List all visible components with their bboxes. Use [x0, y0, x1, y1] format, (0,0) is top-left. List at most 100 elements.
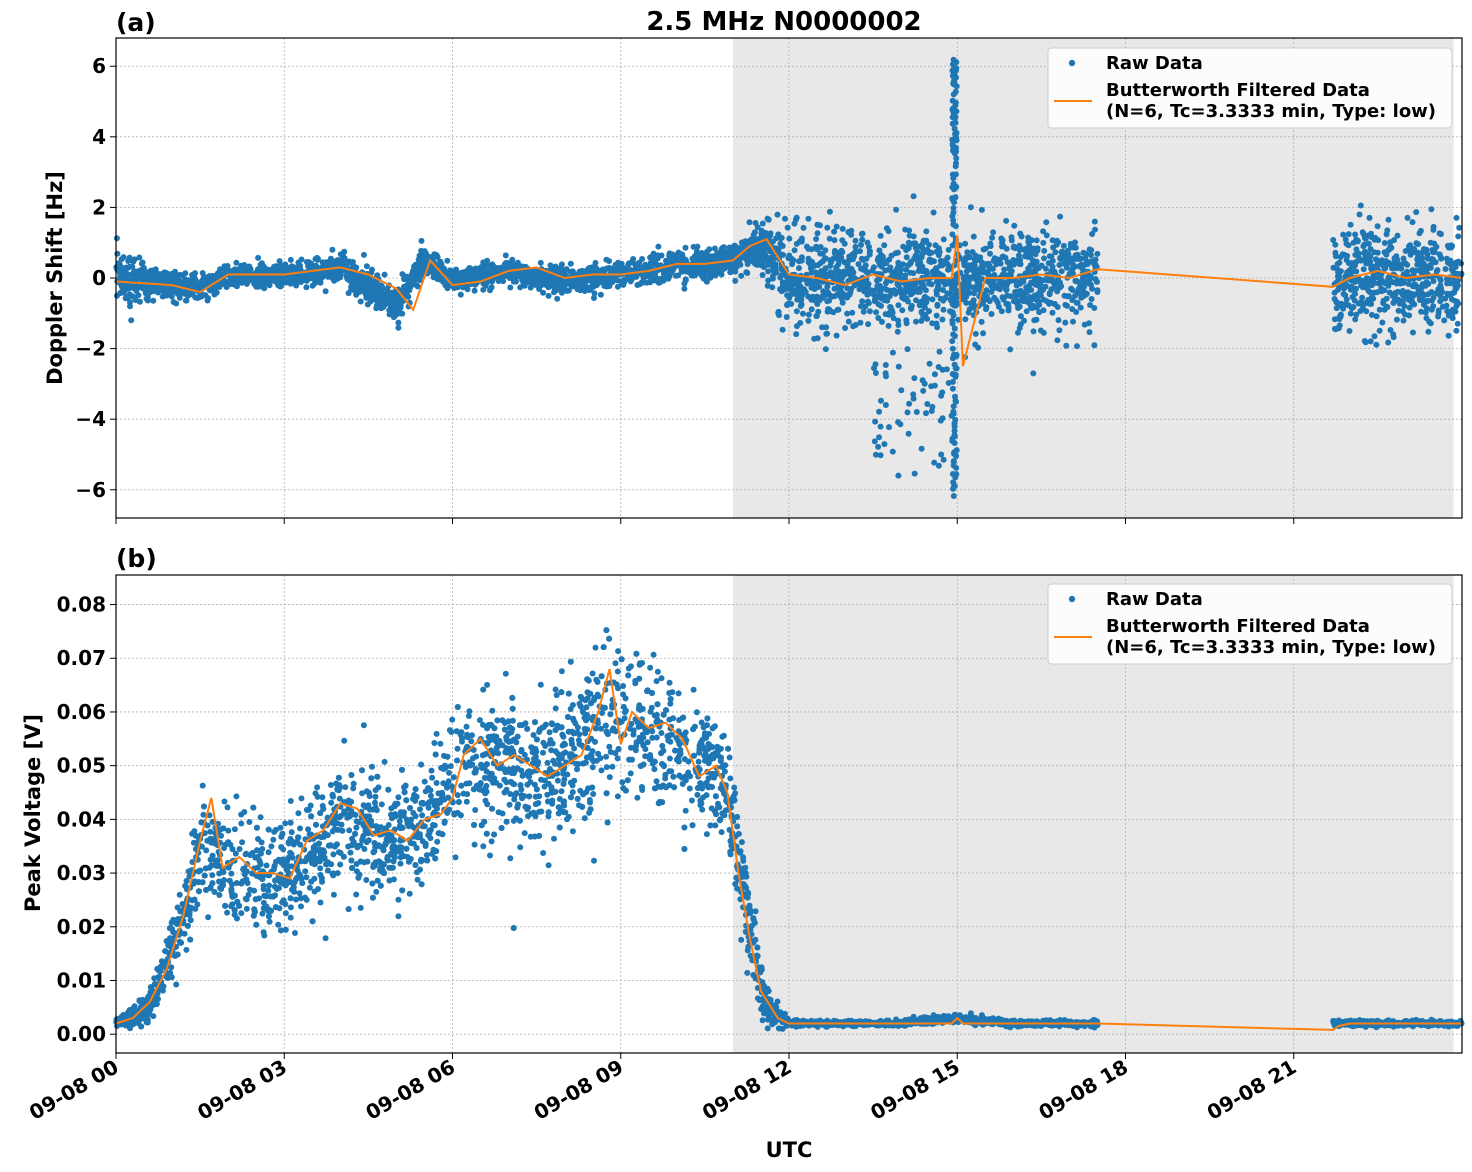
raw-data-point: [951, 333, 958, 339]
raw-data-point: [918, 309, 925, 316]
raw-data-point: [952, 171, 959, 178]
raw-data-point: [287, 256, 294, 263]
raw-data-point: [145, 290, 152, 297]
raw-data-point: [967, 204, 974, 211]
raw-data-point: [896, 287, 903, 294]
raw-data-point: [932, 242, 939, 249]
raw-data-point: [878, 302, 884, 309]
raw-data-point: [1033, 258, 1040, 265]
raw-data-point: [952, 302, 959, 309]
raw-data-point: [1353, 285, 1359, 292]
raw-data-point: [1342, 301, 1349, 308]
raw-data-point: [793, 214, 800, 221]
raw-data-point: [1054, 283, 1061, 290]
raw-data-point: [953, 365, 960, 372]
raw-data-point: [834, 274, 841, 281]
raw-data-point: [1445, 332, 1452, 339]
raw-data-point: [1336, 313, 1343, 320]
raw-data-point: [142, 269, 149, 276]
raw-data-point: [887, 264, 894, 271]
raw-data-point: [895, 317, 902, 324]
raw-data-point: [814, 230, 821, 237]
raw-data-point: [810, 263, 817, 270]
raw-data-point: [985, 268, 991, 275]
raw-data-point: [1354, 237, 1361, 244]
raw-data-point: [603, 265, 610, 272]
raw-data-point: [949, 97, 956, 104]
raw-data-point: [1332, 249, 1339, 256]
raw-data-point: [916, 288, 923, 295]
raw-data-point: [894, 328, 901, 335]
raw-data-point: [381, 271, 388, 278]
raw-data-point: [1007, 346, 1014, 353]
raw-data-point: [1443, 302, 1450, 309]
raw-data-point: [1433, 268, 1440, 275]
raw-data-point: [953, 351, 960, 358]
raw-data-point: [859, 236, 866, 243]
y-tick-label: −2: [75, 337, 106, 361]
raw-data-point: [939, 389, 946, 396]
raw-data-point: [469, 269, 475, 275]
raw-data-point: [1430, 294, 1437, 301]
raw-data-point: [1037, 327, 1044, 334]
raw-data-point: [1057, 213, 1064, 220]
raw-data-point: [393, 305, 400, 312]
raw-data-point: [1352, 231, 1359, 238]
raw-data-point: [1054, 288, 1061, 295]
raw-data-point: [805, 317, 812, 324]
raw-data-point: [841, 240, 848, 247]
raw-data-point: [719, 245, 726, 252]
raw-data-point: [1359, 294, 1366, 301]
raw-data-point: [951, 81, 958, 88]
raw-data-point: [1068, 285, 1075, 292]
raw-data-point: [950, 105, 957, 112]
raw-data-point: [971, 290, 978, 297]
raw-data-point: [765, 261, 772, 268]
raw-data-point: [895, 419, 902, 426]
raw-data-point: [1055, 239, 1062, 246]
raw-data-point: [1023, 308, 1030, 315]
raw-data-point: [1413, 209, 1420, 216]
raw-data-point: [1387, 327, 1394, 333]
raw-data-point: [952, 88, 959, 95]
raw-data-point: [882, 402, 889, 408]
raw-data-point: [114, 292, 120, 299]
raw-data-point: [866, 308, 873, 315]
raw-data-point: [434, 275, 441, 282]
raw-data-point: [752, 220, 759, 226]
raw-data-point: [936, 271, 943, 277]
raw-data-point: [1345, 231, 1352, 238]
raw-data-point: [118, 289, 125, 295]
raw-data-point: [895, 302, 902, 309]
raw-data-point: [906, 232, 913, 239]
raw-data-point: [418, 237, 425, 244]
raw-data-point: [395, 324, 402, 331]
raw-data-point: [362, 280, 369, 287]
raw-data-point: [821, 255, 828, 262]
raw-data-point: [934, 324, 941, 331]
raw-data-point: [717, 268, 724, 275]
raw-data-point: [1391, 255, 1398, 262]
raw-data-point: [1040, 228, 1047, 235]
raw-data-point: [852, 237, 859, 244]
raw-data-point: [682, 244, 689, 251]
raw-data-point: [1086, 329, 1093, 336]
raw-data-point: [282, 261, 289, 268]
raw-data-point: [950, 485, 957, 492]
raw-data-point: [1062, 255, 1069, 261]
raw-data-point: [939, 278, 946, 285]
raw-data-point: [1040, 239, 1047, 246]
raw-data-point: [918, 317, 925, 324]
raw-data-point: [886, 424, 892, 431]
raw-data-point: [1381, 240, 1388, 246]
raw-data-point: [906, 400, 913, 407]
raw-data-point: [937, 417, 944, 424]
raw-data-point: [793, 240, 800, 247]
raw-data-point: [1438, 255, 1445, 262]
raw-data-point: [711, 245, 718, 252]
raw-data-point: [379, 302, 386, 309]
raw-data-point: [691, 253, 698, 260]
raw-data-point: [952, 371, 959, 378]
raw-data-point: [972, 341, 979, 348]
raw-data-point: [1406, 304, 1413, 311]
